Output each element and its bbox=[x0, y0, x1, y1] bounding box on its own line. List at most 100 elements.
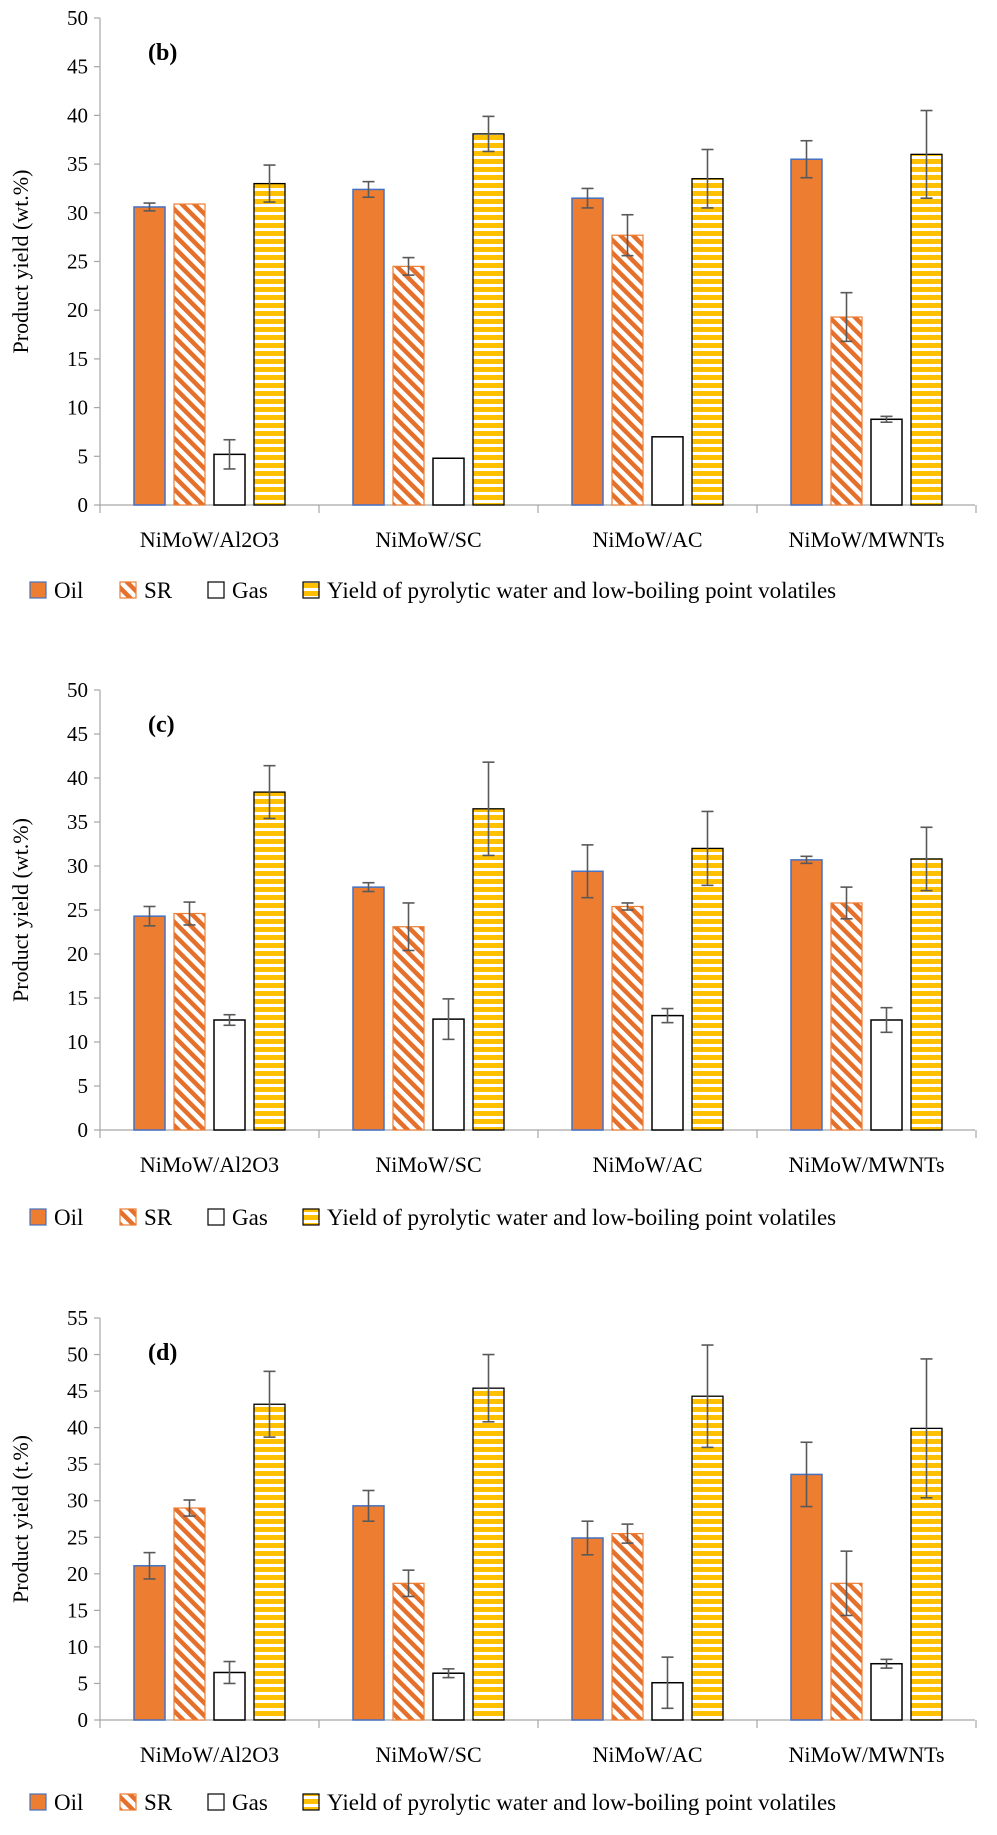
y-tick-label: 15 bbox=[67, 347, 88, 371]
legend-label-water: Yield of pyrolytic water and low-boiling… bbox=[327, 1205, 836, 1230]
legend-swatch-gas bbox=[207, 1793, 225, 1811]
x-tick-label: NiMoW/AC bbox=[593, 1742, 703, 1767]
legend-swatch-oil bbox=[29, 1793, 47, 1811]
bar-gas-3 bbox=[651, 436, 684, 506]
y-tick-label: 5 bbox=[78, 444, 89, 468]
bar-oil-3 bbox=[571, 870, 604, 1131]
y-tick-label: 35 bbox=[67, 1452, 88, 1476]
bar-sr-2 bbox=[392, 926, 425, 1131]
x-tick-label: NiMoW/MWNTs bbox=[788, 1152, 944, 1177]
y-tick-label: 35 bbox=[67, 152, 88, 176]
y-tick-label: 25 bbox=[67, 1525, 88, 1549]
y-axis-label: Product yield (wt.%) bbox=[8, 170, 33, 354]
y-tick-label: 0 bbox=[78, 493, 89, 517]
y-tick-label: 25 bbox=[67, 250, 88, 274]
y-tick-label: 40 bbox=[67, 1416, 88, 1440]
y-tick-label: 20 bbox=[67, 942, 88, 966]
bar-gas-4 bbox=[870, 1019, 903, 1131]
y-tick-label: 35 bbox=[67, 810, 88, 834]
y-tick-label: 15 bbox=[67, 1598, 88, 1622]
bar-oil-2 bbox=[352, 188, 385, 506]
y-tick-label: 10 bbox=[67, 1635, 88, 1659]
legend-label-oil: Oil bbox=[54, 578, 83, 603]
bar-sr-3 bbox=[611, 1533, 644, 1721]
x-tick-label: NiMoW/SC bbox=[375, 1152, 481, 1177]
y-tick-label: 45 bbox=[67, 1379, 88, 1403]
y-tick-label: 30 bbox=[67, 201, 88, 225]
legend-swatch-water bbox=[302, 1208, 320, 1226]
legend-swatch-oil bbox=[29, 581, 47, 599]
bar-sr-1 bbox=[173, 912, 206, 1131]
legend-swatch-sr bbox=[119, 1793, 137, 1811]
y-tick-label: 40 bbox=[67, 103, 88, 127]
bar-water-4 bbox=[910, 153, 943, 506]
bar-water-1 bbox=[253, 791, 286, 1131]
bar-oil-3 bbox=[571, 197, 604, 506]
bar-oil-4 bbox=[790, 1473, 823, 1721]
bar-water-2 bbox=[472, 1387, 505, 1721]
x-tick-label: NiMoW/MWNTs bbox=[788, 527, 944, 552]
x-tick-label: NiMoW/AC bbox=[593, 1152, 703, 1177]
bar-oil-2 bbox=[352, 886, 385, 1131]
bar-oil-4 bbox=[790, 158, 823, 506]
bar-water-1 bbox=[253, 1403, 286, 1721]
bar-water-2 bbox=[472, 133, 505, 506]
bar-oil-1 bbox=[133, 1565, 166, 1721]
bar-oil-1 bbox=[133, 915, 166, 1131]
bar-gas-1 bbox=[213, 1019, 246, 1131]
legend-label-gas: Gas bbox=[232, 1790, 268, 1815]
bar-oil-1 bbox=[133, 206, 166, 506]
legend-label-oil: Oil bbox=[54, 1205, 83, 1230]
panel-label: (b) bbox=[148, 40, 177, 66]
bar-oil-4 bbox=[790, 859, 823, 1131]
chart-panel-d: 0 5 10 15 20 25 30 35 40 45 50 55 Product yield (t.%… bbox=[8, 1306, 977, 1815]
y-tick-label: 20 bbox=[67, 1562, 88, 1586]
legend-swatch-sr bbox=[119, 581, 137, 599]
y-tick-label: 30 bbox=[67, 1489, 88, 1513]
legend-label-gas: Gas bbox=[232, 578, 268, 603]
legend-label-gas: Gas bbox=[232, 1205, 268, 1230]
bar-sr-4 bbox=[830, 316, 863, 506]
y-tick-label: 50 bbox=[67, 678, 88, 702]
legend-label-sr: SR bbox=[144, 578, 173, 603]
x-tick-label: NiMoW/MWNTs bbox=[788, 1742, 944, 1767]
y-tick-label: 10 bbox=[67, 396, 88, 420]
legend-label-oil: Oil bbox=[54, 1790, 83, 1815]
y-tick-label: 0 bbox=[78, 1118, 89, 1142]
x-tick-label: NiMoW/Al2O3 bbox=[140, 527, 279, 552]
bar-water-2 bbox=[472, 808, 505, 1131]
bar-sr-3 bbox=[611, 234, 644, 506]
bar-gas-3 bbox=[651, 1014, 684, 1131]
bar-sr-1 bbox=[173, 1507, 206, 1721]
y-axis-label: Product yield (wt.%) bbox=[8, 818, 33, 1002]
y-tick-label: 45 bbox=[67, 55, 88, 79]
legend-swatch-water bbox=[302, 1793, 320, 1811]
legend-label-sr: SR bbox=[144, 1790, 173, 1815]
y-tick-label: 5 bbox=[78, 1074, 89, 1098]
legend-label-water: Yield of pyrolytic water and low-boiling… bbox=[327, 1790, 836, 1815]
bar-oil-2 bbox=[352, 1505, 385, 1721]
y-tick-label: 30 bbox=[67, 854, 88, 878]
bar-water-3 bbox=[691, 178, 724, 506]
bar-gas-2 bbox=[432, 1672, 465, 1721]
chart-panel-b: 0 5 10 15 20 25 30 35 40 45 50 Product yield (wt.%)… bbox=[8, 6, 977, 603]
bar-sr-2 bbox=[392, 265, 425, 506]
y-tick-label: 45 bbox=[67, 722, 88, 746]
x-tick-label: NiMoW/SC bbox=[375, 1742, 481, 1767]
x-tick-label: NiMoW/SC bbox=[375, 527, 481, 552]
legend-swatch-gas bbox=[207, 581, 225, 599]
bar-water-3 bbox=[691, 1395, 724, 1721]
bar-gas-1 bbox=[213, 1671, 246, 1721]
bar-gas-2 bbox=[432, 457, 465, 506]
legend-swatch-gas bbox=[207, 1208, 225, 1226]
x-tick-label: NiMoW/Al2O3 bbox=[140, 1152, 279, 1177]
bar-water-3 bbox=[691, 847, 724, 1131]
bar-water-4 bbox=[910, 858, 943, 1131]
bar-water-1 bbox=[253, 182, 286, 506]
legend-swatch-water bbox=[302, 581, 320, 599]
y-tick-label: 25 bbox=[67, 898, 88, 922]
y-axis-label: Product yield (t.%) bbox=[8, 1435, 33, 1603]
bar-sr-4 bbox=[830, 902, 863, 1131]
y-tick-label: 20 bbox=[67, 298, 88, 322]
